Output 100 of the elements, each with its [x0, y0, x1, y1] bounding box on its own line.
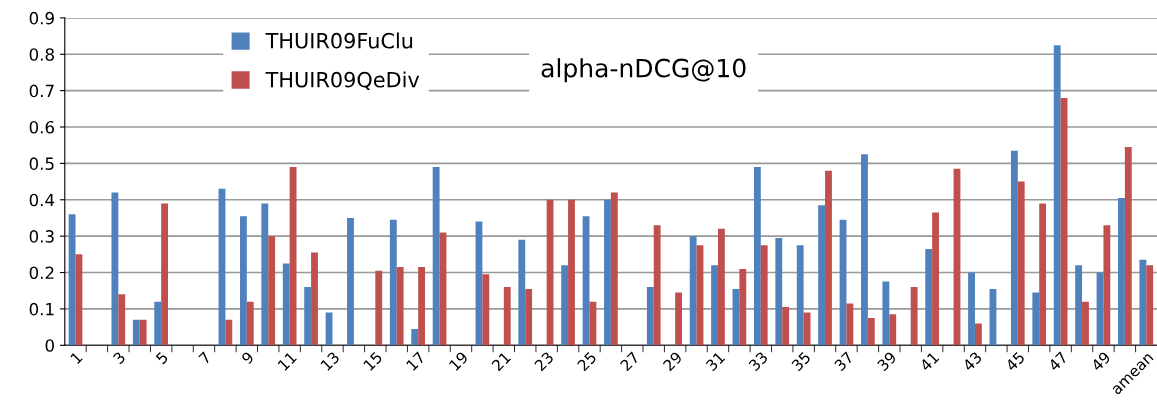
x-tick-label: 1: [70, 351, 83, 365]
bar: [304, 287, 312, 346]
bar: [261, 203, 269, 346]
bar: [161, 203, 169, 346]
bar: [1053, 45, 1061, 346]
bar: [861, 154, 868, 346]
x-tick-label: 41: [919, 351, 940, 372]
bar: [139, 319, 147, 346]
bar: [646, 287, 654, 346]
bar: [675, 292, 682, 346]
bar: [968, 272, 975, 346]
y-tick-label: 0.3: [29, 230, 54, 243]
x-tick-label: 39: [876, 351, 897, 372]
x-tick-label: 9: [240, 351, 255, 365]
bar: [239, 216, 247, 346]
bar: [503, 287, 511, 346]
bar: [561, 265, 569, 346]
x-tick-label: 19: [448, 351, 469, 372]
bar: [1017, 181, 1025, 346]
bar: [154, 301, 162, 346]
bar: [1032, 292, 1040, 346]
legend-label: THUIR09QeDiv: [265, 71, 420, 90]
bar: [225, 319, 233, 346]
bar: [1103, 225, 1111, 346]
bar: [389, 219, 397, 346]
bar: [525, 288, 533, 346]
x-tick-label: 31: [705, 351, 726, 372]
bar: [932, 212, 939, 346]
bar: [396, 267, 404, 346]
bar: [604, 199, 611, 346]
bar: [289, 167, 297, 346]
x-tick-label: 15: [363, 351, 383, 372]
bar: [753, 167, 761, 346]
y-tick-label: 0.4: [29, 193, 55, 207]
x-tick-label: 37: [833, 351, 854, 372]
bar: [1139, 259, 1147, 346]
y-tick-label: 0.9: [29, 11, 54, 25]
bar: [268, 236, 276, 346]
x-tick-label: 11: [277, 351, 297, 371]
bar: [118, 294, 126, 346]
bar: [111, 192, 119, 346]
bar: [846, 303, 854, 346]
x-tick-label: 13: [320, 351, 340, 372]
x-tick-label: 45: [1004, 351, 1026, 372]
y-tick-label: 0.1: [29, 302, 54, 316]
bar: [796, 245, 804, 346]
bar: [882, 281, 890, 346]
y-tick-label: 0.6: [29, 120, 55, 134]
y-tick-label: 0: [45, 339, 54, 352]
bar: [717, 228, 725, 346]
x-tick-label: 33: [748, 351, 769, 372]
bar: [867, 318, 875, 346]
x-tick-label: 35: [790, 351, 812, 372]
bar: [782, 307, 790, 346]
bar: [1082, 301, 1089, 346]
bar: [347, 217, 354, 346]
bar: [282, 263, 290, 346]
bar: [689, 236, 697, 346]
bar: [610, 192, 618, 346]
bar: [1146, 265, 1154, 346]
bar: [910, 287, 918, 346]
bar: [760, 245, 768, 346]
y-tick-label: 0.8: [29, 48, 54, 61]
bar: [818, 205, 826, 346]
x-tick-label: 29: [662, 351, 683, 372]
bar: [653, 225, 661, 346]
bar: [1039, 203, 1047, 346]
x-tick-label: 43: [961, 351, 983, 372]
x-tick-label: 47: [1047, 351, 1068, 372]
bar: [411, 328, 419, 346]
bar: [311, 252, 318, 346]
bar: [889, 314, 897, 346]
x-tick-label: 27: [619, 351, 640, 372]
bar: [518, 239, 526, 346]
y-tick-label: 0.2: [29, 266, 54, 280]
bar: [546, 199, 554, 346]
bar: [1010, 150, 1018, 346]
bar: [1118, 197, 1125, 346]
y-tick-label: 0.5: [29, 157, 54, 170]
bar: [1124, 147, 1132, 346]
bar: [589, 301, 597, 346]
bar: [775, 237, 783, 346]
bar: [568, 199, 575, 346]
legend-label: THUIR09FuClu: [265, 32, 413, 49]
text: alpha-nDCG@10: [541, 58, 746, 83]
x-tick-label: 21: [491, 351, 512, 372]
x-tick-label: 7: [198, 351, 212, 365]
bar: [75, 254, 83, 346]
bar: [246, 301, 254, 346]
x-tick-label: 49: [1090, 351, 1112, 372]
x-tick-label: 17: [405, 351, 426, 371]
x-tick-label: 25: [576, 351, 597, 372]
bar: [132, 319, 140, 346]
x-tick-label: 5: [155, 351, 169, 365]
bar: [825, 170, 832, 346]
x-tick-label: 23: [533, 351, 555, 372]
bar: [375, 270, 383, 346]
bar: [1075, 265, 1083, 346]
bar: [711, 265, 718, 346]
y-tick-label: 0.7: [29, 84, 54, 98]
